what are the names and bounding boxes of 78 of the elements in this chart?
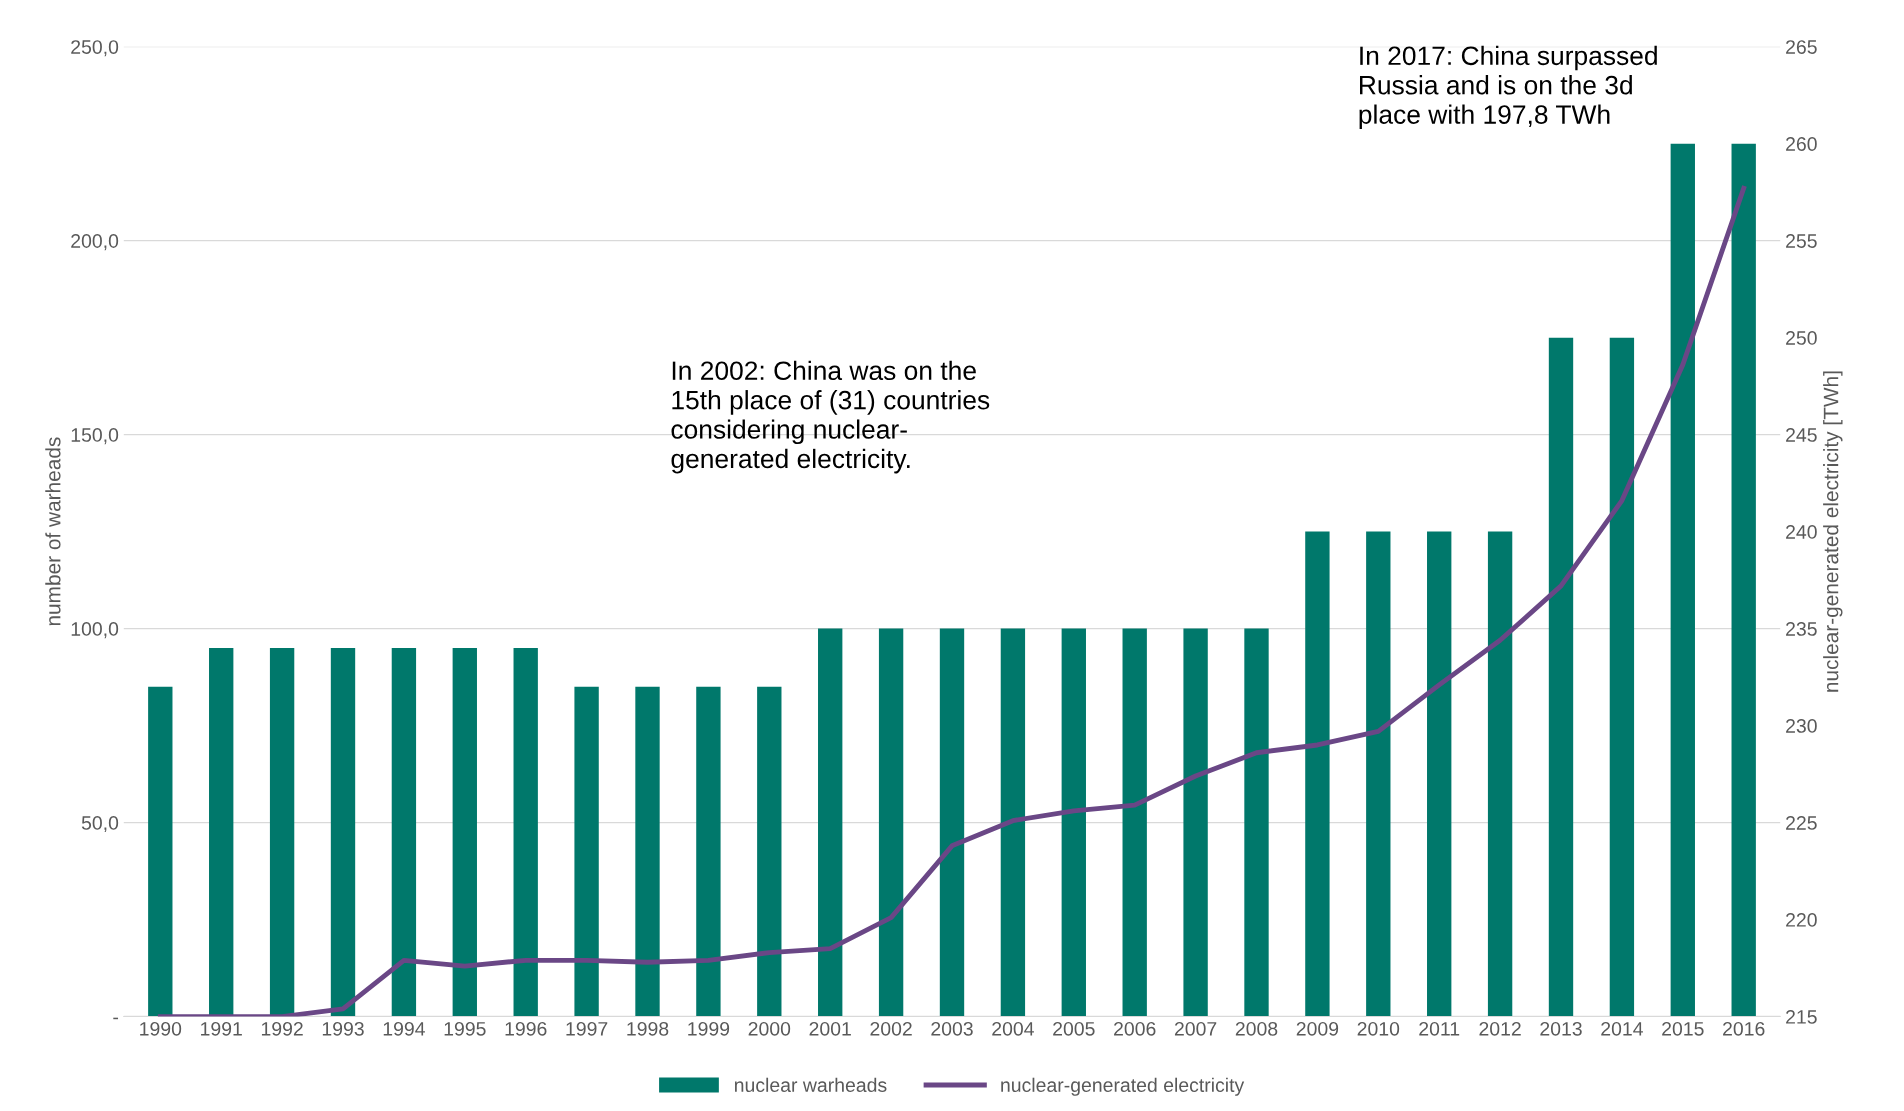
bar bbox=[939, 628, 965, 1017]
bar bbox=[878, 628, 904, 1017]
x-tick-label: 1999 bbox=[688, 1021, 730, 1036]
bar bbox=[330, 648, 356, 1017]
x-tick-label: 2015 bbox=[1662, 1021, 1704, 1036]
bar bbox=[209, 648, 234, 1017]
y2-tick-label: 260 bbox=[1786, 137, 1817, 151]
y-tick-label: - bbox=[113, 1017, 119, 1020]
x-tick-label: 2002 bbox=[870, 1021, 912, 1036]
bar bbox=[635, 686, 660, 1017]
bar bbox=[1244, 628, 1269, 1017]
x-tick-label: 2013 bbox=[1540, 1021, 1582, 1036]
bar bbox=[818, 628, 843, 1017]
legend-label: nuclear warheads bbox=[734, 1077, 887, 1092]
x-tick-label: 2005 bbox=[1053, 1021, 1095, 1036]
bar bbox=[696, 686, 721, 1017]
y-tick-label: 150,0 bbox=[71, 428, 119, 445]
bar bbox=[574, 686, 599, 1017]
bar bbox=[757, 686, 782, 1017]
x-tick-label: 2008 bbox=[1235, 1021, 1278, 1036]
bar bbox=[1061, 628, 1086, 1017]
x-tick-label: 2012 bbox=[1479, 1021, 1521, 1036]
x-tick-label: 2016 bbox=[1723, 1021, 1765, 1036]
x-tick-label: 2006 bbox=[1114, 1021, 1156, 1036]
bar bbox=[1609, 337, 1635, 1017]
y2-tick-label: 255 bbox=[1786, 234, 1817, 248]
bar bbox=[148, 686, 173, 1017]
x-tick-label: 2000 bbox=[748, 1021, 791, 1036]
y-tick-label: 250,0 bbox=[71, 40, 119, 57]
y2-tick-label: 240 bbox=[1786, 525, 1817, 539]
bar bbox=[1305, 531, 1330, 1017]
bar bbox=[452, 648, 477, 1017]
x-tick-label: 1994 bbox=[383, 1021, 425, 1036]
y-tick-label: 50,0 bbox=[81, 816, 119, 833]
y2-tick-label: 250 bbox=[1786, 331, 1817, 345]
x-tick-label: 2010 bbox=[1357, 1021, 1400, 1036]
x-tick-label: 2009 bbox=[1296, 1021, 1339, 1036]
x-tick-label: 1998 bbox=[627, 1021, 669, 1036]
bar bbox=[1427, 531, 1452, 1017]
y2-tick-label: 245 bbox=[1786, 428, 1817, 442]
x-tick-label: 2003 bbox=[931, 1021, 973, 1036]
y2-tick-label: 225 bbox=[1786, 816, 1817, 830]
x-tick-label: 1995 bbox=[444, 1021, 486, 1036]
annotation: In 2002: China was on the 15th place of (31) countries considering nuclear- generated electricity. bbox=[671, 360, 990, 474]
y2-axis-title: nuclear-generated electricity [TWh] bbox=[1823, 371, 1843, 692]
y-tick-label: 200,0 bbox=[71, 234, 119, 251]
annotation: In 2017: China surpassed Russia and is on the 3d place with 197,8 TWh bbox=[1359, 45, 1657, 130]
x-tick-label: 1996 bbox=[505, 1021, 547, 1036]
bar bbox=[1122, 628, 1147, 1017]
x-tick-label: 1992 bbox=[261, 1021, 303, 1036]
x-tick-label: 1991 bbox=[201, 1021, 242, 1036]
bar bbox=[1731, 143, 1756, 1017]
y2-tick-label: 265 bbox=[1786, 40, 1817, 54]
bar bbox=[1000, 628, 1026, 1017]
y-tick-label: 100,0 bbox=[71, 622, 119, 639]
y-axis-title: number of warheads bbox=[45, 437, 61, 626]
bar bbox=[269, 648, 295, 1017]
x-tick-label: 2007 bbox=[1174, 1021, 1217, 1036]
x-tick-label: 2011 bbox=[1419, 1021, 1460, 1036]
y2-tick-label: 215 bbox=[1786, 1010, 1817, 1024]
x-tick-label: 1993 bbox=[322, 1021, 364, 1036]
line-series bbox=[157, 185, 1747, 1017]
bar bbox=[1670, 143, 1695, 1017]
x-tick-label: 2004 bbox=[992, 1021, 1034, 1036]
bar bbox=[1487, 531, 1513, 1017]
x-tick-label: 1997 bbox=[566, 1021, 608, 1036]
bar bbox=[1366, 531, 1391, 1017]
y2-tick-label: 220 bbox=[1786, 913, 1817, 927]
x-tick-label: 1990 bbox=[140, 1021, 182, 1036]
x-tick-label: 2014 bbox=[1601, 1021, 1643, 1036]
y2-tick-label: 235 bbox=[1786, 622, 1817, 636]
x-tick-label: 2001 bbox=[809, 1021, 851, 1036]
legend-label: nuclear-generated electricity bbox=[1001, 1077, 1245, 1096]
bar bbox=[391, 648, 417, 1017]
bar bbox=[1548, 337, 1574, 1017]
y2-tick-label: 230 bbox=[1786, 719, 1817, 733]
bar bbox=[513, 648, 538, 1017]
bar bbox=[1183, 628, 1208, 1017]
